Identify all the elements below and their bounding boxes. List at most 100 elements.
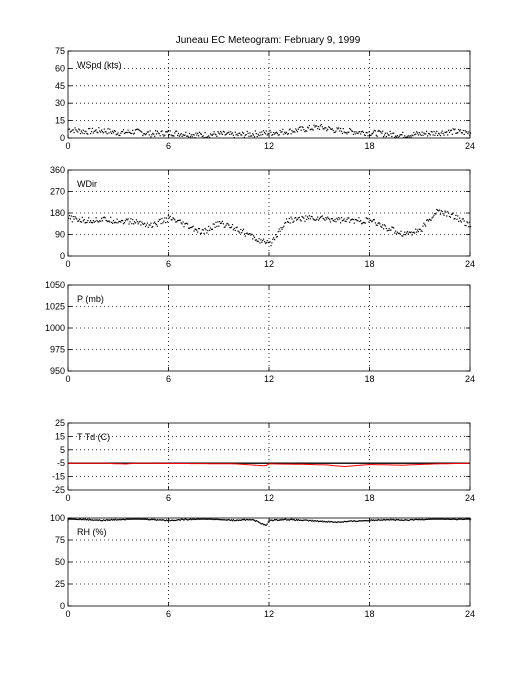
data-point [387,134,389,136]
data-point [82,129,84,131]
data-point [104,217,106,219]
data-point [402,235,404,237]
x-tick-label: 18 [364,141,374,151]
data-point [467,133,469,135]
data-point [364,222,366,224]
data-point [164,134,166,136]
data-point [208,518,210,520]
data-point [127,129,129,131]
y-tick-label: 50 [55,557,65,567]
data-point [317,128,319,130]
data-point [281,518,283,520]
data-point [242,228,245,230]
data-point [456,218,458,220]
data-point [241,134,243,136]
data-point [158,519,160,521]
data-point [134,222,136,224]
data-point [214,226,216,228]
series-line-2 [68,462,471,468]
data-point [79,518,82,520]
data-point [466,131,468,133]
data-point [242,519,245,521]
data-point [254,239,256,241]
data-point [465,131,467,133]
data-point [439,213,441,215]
data-point [80,221,82,223]
data-point [72,129,74,131]
data-point [280,227,282,229]
data-point [343,131,345,133]
data-point [105,131,107,133]
data-point [232,134,234,136]
data-point [419,228,421,230]
data-point [342,521,344,523]
data-point [306,218,308,220]
panel-4: 0 6 12 18 24 -25 -15 -5 5 15 25 T Td (C) [52,418,475,503]
data-point [330,520,332,523]
data-point [143,133,145,135]
data-point [339,521,341,523]
x-tick-label: 12 [264,374,274,384]
data-point [185,518,187,520]
data-point [358,131,360,133]
data-point [135,518,137,520]
data-point [357,132,359,135]
data-point [175,519,177,522]
data-point [113,519,115,521]
data-point [234,131,236,133]
data-point [296,519,299,521]
data-point [182,134,184,136]
data-point [423,222,425,224]
data-point [180,518,182,520]
data-point [455,132,457,134]
data-point [101,129,103,131]
data-point [289,128,291,130]
data-point [455,214,457,216]
data-point [291,218,293,220]
data-point [438,133,441,135]
data-point [127,218,129,220]
data-point [77,518,79,521]
data-point [133,518,135,520]
data-point [351,520,353,522]
data-point [247,132,249,134]
data-point [166,221,169,223]
data-point [325,217,327,219]
data-point [102,519,104,521]
data-point [111,132,113,134]
data-point [242,131,244,133]
data-point [374,519,376,521]
data-point [383,519,386,521]
data-point [271,242,273,244]
data-point [374,130,376,132]
data-point [408,136,410,138]
data-point [332,219,334,221]
data-point [376,135,378,137]
data-point [133,223,135,225]
data-point [210,134,213,136]
data-point [113,130,115,132]
data-point [253,134,255,136]
data-point [385,227,387,230]
data-point [153,133,155,135]
data-point [301,126,303,128]
y-tick-label: 15 [55,431,65,441]
panel-5: 0 6 12 18 24 0 25 50 75 100 RH (%) [50,513,475,619]
data-point [394,232,396,234]
data-point [232,519,234,521]
data-point [138,129,140,131]
data-point [405,234,407,236]
data-point [239,132,241,134]
data-point [126,219,128,221]
data-point [298,216,300,218]
data-point [102,217,104,219]
data-point [416,518,419,521]
data-point [422,519,424,521]
data-point [178,219,180,221]
data-point [387,519,389,521]
data-point [275,131,278,133]
data-point [313,520,315,522]
data-point [178,519,180,521]
data-point [421,131,423,133]
data-point [327,128,329,130]
